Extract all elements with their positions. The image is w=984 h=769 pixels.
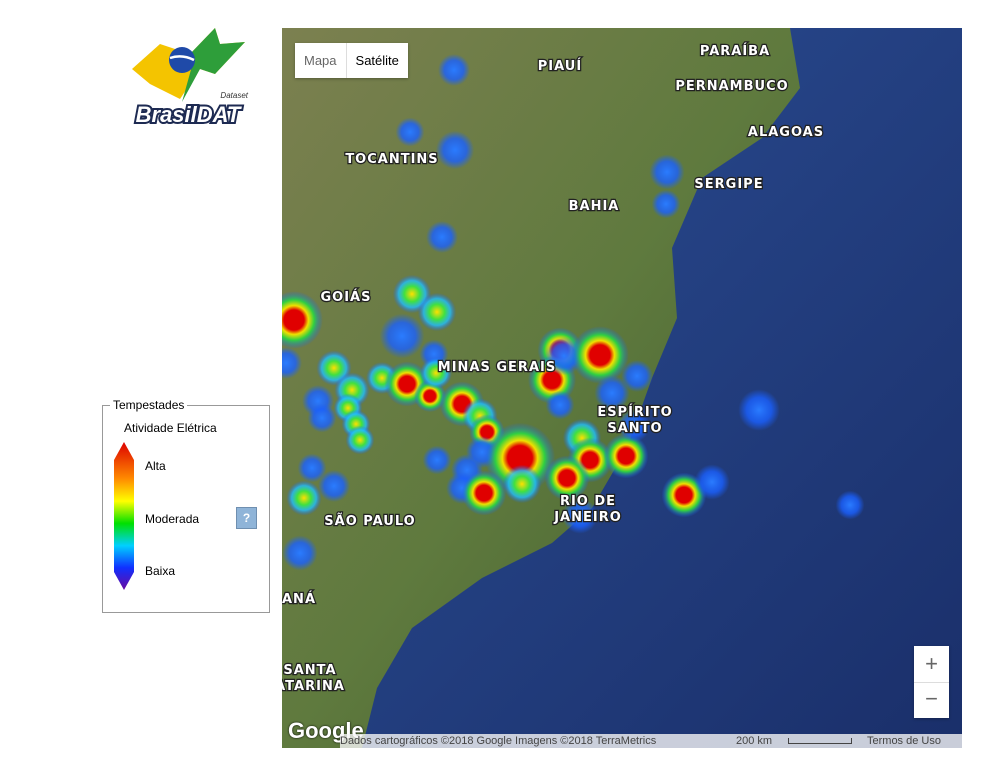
heat-blob bbox=[282, 535, 318, 571]
heat-blob bbox=[603, 433, 649, 479]
heat-blob bbox=[545, 390, 575, 420]
heat-blob bbox=[571, 326, 629, 384]
heat-blob bbox=[422, 445, 452, 475]
state-label: SANTA bbox=[283, 663, 336, 678]
heat-blob bbox=[282, 347, 302, 379]
state-label: GOIÁS bbox=[321, 289, 372, 305]
heat-blob bbox=[379, 313, 425, 359]
heat-blob bbox=[461, 470, 507, 516]
logo: Dataset BrasilDAT bbox=[132, 28, 249, 129]
state-label: ALAGOAS bbox=[748, 125, 824, 140]
map-footer: Dados cartográficos ©2018 Google Imagens… bbox=[340, 734, 962, 748]
scale-bar bbox=[788, 738, 852, 744]
heat-blob bbox=[286, 480, 322, 516]
state-label: JANEIRO bbox=[553, 510, 622, 525]
heatmap bbox=[282, 54, 865, 571]
heat-blob bbox=[426, 221, 458, 253]
heat-blob bbox=[544, 455, 590, 501]
heat-blob bbox=[562, 498, 598, 534]
legend-title: Tempestades bbox=[110, 398, 188, 412]
map-type-button[interactable]: Mapa bbox=[304, 53, 337, 68]
heat-blob bbox=[345, 425, 375, 455]
heat-blob bbox=[420, 357, 452, 389]
heat-blob bbox=[297, 453, 327, 483]
legend-level: Alta bbox=[145, 459, 166, 473]
heat-blob bbox=[835, 490, 865, 520]
heat-blob bbox=[282, 291, 323, 349]
map[interactable]: PIAUÍ PARAÍBA PERNAMBUCO ALAGOAS TOCANTINS SE… bbox=[282, 28, 962, 748]
zoom-control: + − bbox=[914, 646, 949, 718]
map-type-control: Mapa Satélite bbox=[295, 43, 408, 78]
heat-blob bbox=[621, 360, 653, 392]
state-label: SÃO PAULO bbox=[324, 513, 415, 529]
legend-level: Baixa bbox=[145, 564, 176, 578]
zoom-in[interactable]: + bbox=[925, 651, 938, 676]
heat-blob bbox=[694, 464, 730, 500]
state-label: ATARINA bbox=[282, 679, 345, 694]
logo-globe bbox=[169, 47, 195, 73]
state-label: MINAS GERAIS bbox=[438, 360, 556, 375]
help-button[interactable]: ? bbox=[236, 507, 257, 529]
heat-blob bbox=[318, 470, 350, 502]
legend-subtitle: Atividade Elétrica bbox=[124, 421, 217, 435]
heat-blob bbox=[651, 189, 681, 219]
heat-blob bbox=[594, 375, 630, 411]
zoom-out[interactable]: − bbox=[914, 682, 949, 719]
terms-link[interactable]: Termos de Uso bbox=[867, 735, 941, 747]
logo-tag: Dataset bbox=[220, 91, 248, 100]
heat-blob bbox=[395, 117, 425, 147]
heat-blob bbox=[618, 410, 650, 442]
attribution: Dados cartográficos ©2018 Google Imagens… bbox=[340, 735, 657, 747]
state-label: PIAUÍ bbox=[538, 58, 582, 74]
heat-blob bbox=[649, 154, 685, 190]
map-type-button[interactable]: Satélite bbox=[345, 43, 408, 78]
legend-level: Moderada bbox=[145, 512, 200, 526]
heat-blob bbox=[417, 292, 457, 332]
heat-blob bbox=[307, 403, 337, 433]
heat-blob bbox=[438, 54, 470, 86]
state-label: SERGIPE bbox=[694, 177, 763, 192]
state-label: BAHIA bbox=[569, 199, 620, 214]
state-label: ESPÍRITO bbox=[597, 404, 672, 420]
scale-label: 200 km bbox=[736, 735, 773, 747]
logo-shape bbox=[182, 28, 245, 102]
heat-blob bbox=[502, 464, 542, 504]
state-label: SANTO bbox=[607, 421, 662, 436]
state-label: PARAÍBA bbox=[700, 43, 770, 59]
heat-blob bbox=[738, 389, 780, 431]
state-label: RIO DE bbox=[560, 494, 616, 509]
legend-scale bbox=[114, 442, 134, 590]
logo-name: BrasilDAT bbox=[136, 102, 242, 127]
state-label: PERNAMBUCO bbox=[675, 79, 788, 94]
heat-blob bbox=[435, 130, 475, 170]
state-label: TOCANTINS bbox=[345, 152, 438, 167]
state-label: ANÁ bbox=[282, 591, 316, 607]
